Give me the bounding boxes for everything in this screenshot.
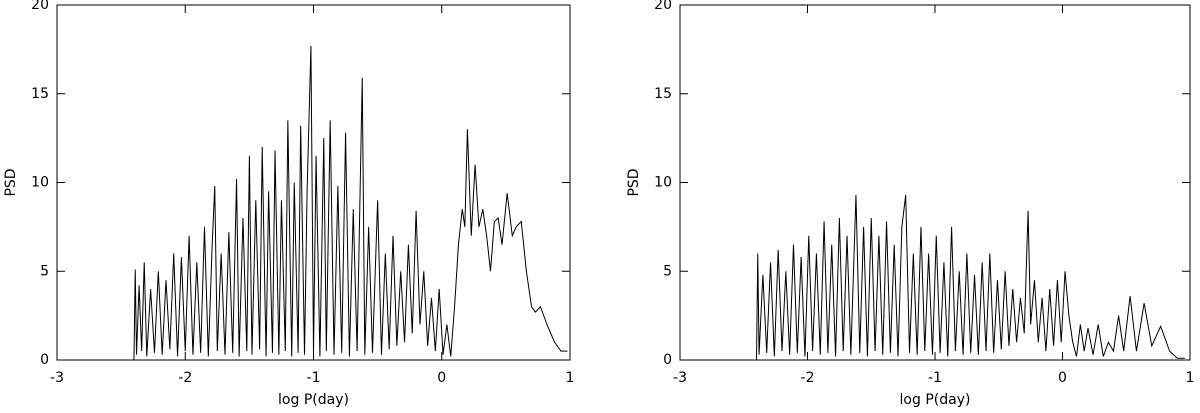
x-axis-label: log P(day) [278,392,349,408]
y-tick-label: 10 [31,175,49,191]
y-axis-label: PSD [626,168,642,196]
x-tick-label: -3 [50,370,64,386]
y-tick-label: 0 [663,352,672,368]
x-tick-label: 1 [1186,370,1195,386]
x-tick-label: -2 [178,370,192,386]
x-tick-label: -3 [673,370,687,386]
x-tick-label: -1 [928,370,942,386]
y-tick-label: 20 [654,0,672,13]
x-tick-label: 1 [566,370,575,386]
psd-line [133,45,568,361]
y-tick-label: 5 [663,263,672,279]
y-tick-label: 15 [31,86,49,102]
plot-frame [679,4,1191,361]
x-tick-label: -2 [801,370,815,386]
psd-line [756,194,1185,361]
y-tick-label: 15 [654,86,672,102]
x-tick-label: 0 [1058,370,1067,386]
y-tick-label: 10 [654,175,672,191]
x-axis-label: log P(day) [900,392,971,408]
y-axis-label: PSD [3,168,19,196]
y-tick-label: 5 [40,263,49,279]
y-tick-label: 0 [40,352,49,368]
x-tick-label: 0 [437,370,446,386]
y-tick-label: 20 [31,0,49,13]
x-tick-label: -1 [307,370,321,386]
